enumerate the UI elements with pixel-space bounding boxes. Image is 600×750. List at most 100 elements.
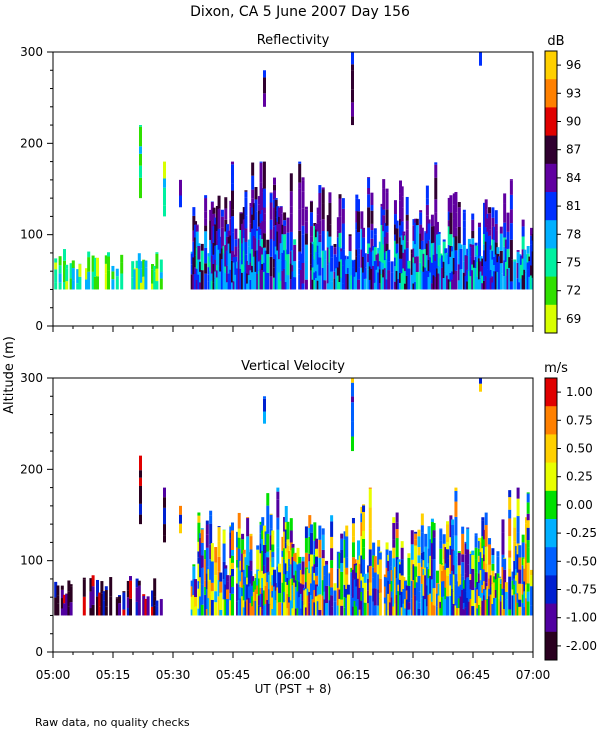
echo-cell [343, 607, 347, 616]
echo-cell [278, 216, 282, 225]
echo-cell [351, 267, 355, 290]
echo-cell [326, 215, 330, 232]
echo-cell [513, 280, 517, 290]
y-axis-label: Altitude (m) [2, 336, 17, 414]
echo-cell [252, 265, 256, 282]
echo-cell [163, 178, 166, 188]
echo-cell [259, 524, 263, 534]
echo-cell [291, 276, 295, 290]
echo-cell [264, 585, 268, 605]
echo-cell [309, 583, 313, 596]
echo-cell [271, 544, 275, 552]
colorbar-tick-label: 0.75 [566, 413, 593, 427]
echo-cell [444, 272, 448, 290]
echo-cell [435, 606, 439, 616]
echo-cell [262, 220, 266, 234]
echo-cell [415, 600, 419, 616]
echo-cell [439, 275, 443, 290]
echo-cell [407, 557, 411, 576]
echo-cell [441, 581, 444, 598]
echo-cell [345, 273, 349, 290]
echo-cell [454, 227, 458, 237]
echo-cell [236, 531, 240, 548]
echo-cell [491, 555, 495, 564]
echo-cell [266, 272, 270, 290]
echo-cell [446, 549, 450, 559]
echo-cell [367, 565, 371, 573]
echo-cell [336, 246, 340, 268]
echo-cell [404, 271, 408, 284]
echo-cell [372, 265, 376, 281]
echo-cell [501, 566, 505, 589]
echo-cell [296, 580, 300, 592]
echo-cell [508, 609, 512, 616]
echo-cell [315, 538, 318, 549]
echo-cell [481, 600, 485, 616]
echo-cell [493, 582, 497, 599]
echo-cell [531, 277, 533, 290]
echo-cell [291, 578, 295, 586]
echo-cell [501, 519, 505, 533]
echo-cell [481, 275, 485, 284]
echo-cell [142, 594, 146, 596]
echo-cell [142, 259, 146, 277]
echo-cell [357, 254, 360, 268]
echo-cell [301, 208, 305, 226]
echo-cell [486, 586, 490, 600]
echo-cell [399, 237, 402, 259]
echo-cell [479, 607, 483, 616]
echo-cell [266, 551, 270, 558]
echo-cell [146, 596, 150, 616]
echo-cell [469, 551, 473, 554]
echo-cell [214, 550, 218, 563]
echo-cell [435, 221, 439, 235]
echo-cell [54, 581, 58, 598]
echo-cell [506, 231, 510, 249]
echo-cell [207, 267, 211, 275]
echo-cell [56, 595, 60, 604]
echo-cell [488, 596, 492, 616]
echo-cell [435, 570, 439, 584]
echo-cell [301, 600, 305, 616]
echo-cell [195, 225, 199, 232]
echo-cell [262, 565, 266, 574]
echo-cell [400, 258, 404, 274]
echo-cell [325, 564, 329, 586]
echo-cell [219, 592, 223, 610]
echo-cell [192, 230, 196, 242]
echo-cell [325, 603, 329, 616]
echo-cell [293, 239, 297, 245]
echo-cell [276, 547, 280, 567]
echo-cell [405, 241, 409, 249]
echo-cell [486, 213, 490, 219]
echo-cell [499, 273, 503, 290]
echo-cell [115, 268, 119, 271]
echo-cell [234, 228, 238, 240]
echo-cell [220, 248, 224, 260]
echo-cell [414, 533, 418, 540]
echo-cell [353, 276, 357, 290]
echo-cell [457, 226, 461, 244]
echo-cell [111, 265, 115, 272]
echo-cell [477, 222, 481, 228]
echo-cell [367, 262, 371, 270]
echo-cell [194, 267, 198, 274]
echo-cell [276, 487, 280, 492]
echo-cell [222, 543, 226, 562]
echo-cell [402, 240, 406, 253]
echo-cell [449, 256, 453, 273]
echo-cell [289, 578, 293, 601]
echo-cell [451, 549, 455, 571]
echo-cell [434, 164, 438, 178]
echo-cell [273, 240, 276, 260]
echo-cell [269, 192, 273, 194]
echo-cell [362, 538, 366, 548]
echo-cell [375, 254, 379, 261]
echo-cell [257, 270, 261, 290]
echo-cell [246, 557, 250, 565]
echo-cell [274, 217, 278, 226]
echo-cell [242, 549, 246, 554]
echo-cell [493, 256, 497, 266]
echo-cell [111, 279, 115, 290]
echo-cell [93, 257, 97, 277]
